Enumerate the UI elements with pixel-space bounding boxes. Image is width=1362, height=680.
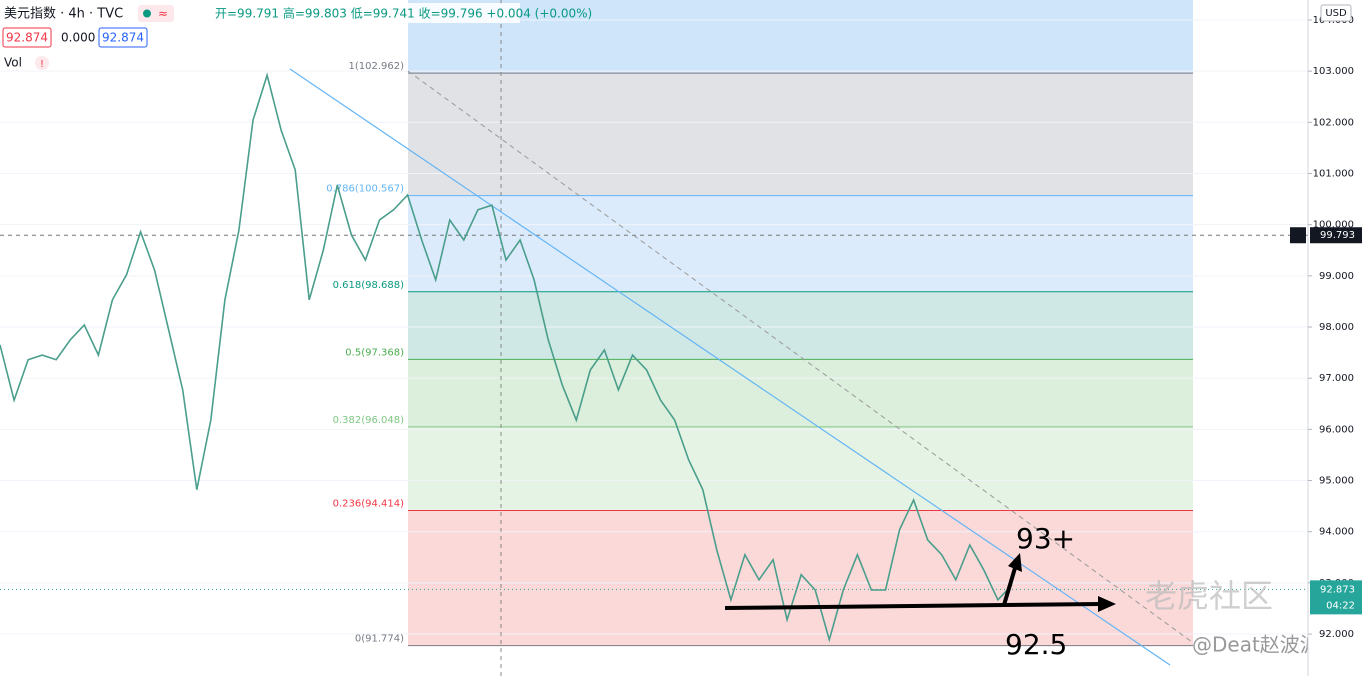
- fib-label: 0.5(97.368): [345, 347, 404, 358]
- fib-band: [408, 0, 1193, 74]
- symbol: 美元指数 · 4h · TVC: [4, 7, 123, 22]
- fib-label: 0.786(100.567): [326, 184, 404, 195]
- buy-box[interactable]: [98, 27, 148, 48]
- status-badge: [138, 5, 174, 22]
- volume-warning-icon: !: [40, 59, 44, 70]
- annotation: 92.5: [1005, 628, 1067, 661]
- fib-label: 1(102.962): [348, 61, 404, 72]
- status-icon: ≈: [158, 7, 168, 21]
- fib-band: [408, 426, 1193, 511]
- crosshair-price-box: [1310, 227, 1362, 244]
- fib-band: [408, 195, 1193, 292]
- fib-label: 0.382(96.048): [333, 415, 405, 426]
- fib-label: 0.618(98.688): [333, 280, 405, 291]
- annotation: 93+: [1016, 522, 1075, 555]
- y-tick-label: 102.000: [1313, 117, 1354, 128]
- price-line: [0, 72, 1013, 643]
- arrows: [724, 553, 1116, 612]
- y-tick-label: 100.000: [1313, 220, 1354, 231]
- countdown: 04:22: [1326, 600, 1355, 611]
- buy-price[interactable]: 92.874: [102, 31, 144, 45]
- y-tick-label: 101.000: [1313, 168, 1354, 179]
- price-axis: [1308, 0, 1362, 676]
- volume-warning[interactable]: [35, 56, 49, 70]
- sell-box[interactable]: [2, 27, 52, 48]
- spread: 0.000: [61, 31, 95, 45]
- y-tick-label: 103.000: [1313, 66, 1354, 77]
- sell-price[interactable]: 92.874: [6, 31, 48, 45]
- trend-line: [289, 68, 1171, 666]
- fib-label: 0.236(94.414): [333, 499, 405, 510]
- volume-label: Vol: [4, 56, 22, 70]
- crosshair-plus: [1290, 227, 1306, 244]
- last-price: 92.873: [1320, 584, 1355, 595]
- last-price-box: [1310, 580, 1362, 615]
- y-tick-label: 92.000: [1319, 629, 1354, 640]
- currency-box: [1320, 4, 1352, 22]
- y-tick-label: 95.000: [1319, 476, 1354, 487]
- y-tick-label: 96.000: [1319, 424, 1354, 435]
- ohlc: 开=99.791 高=99.803 低=99.741 收=99.796 +0.0…: [215, 6, 592, 21]
- y-tick-label: 99.000: [1319, 271, 1354, 282]
- watermark: 老虎社区: [1145, 577, 1273, 615]
- fib-band: [408, 359, 1193, 427]
- y-tick-label: 97.000: [1319, 373, 1354, 384]
- fib-label: 0(91.774): [355, 634, 404, 645]
- y-tick-label: 98.000: [1319, 322, 1354, 333]
- watermark: @Deat赵波波: [1192, 633, 1320, 657]
- status-dot: [143, 9, 151, 18]
- fib-band: [408, 291, 1193, 360]
- currency: USD: [1325, 8, 1347, 19]
- fib-band: [408, 73, 1193, 196]
- crosshair-price: 99.793: [1320, 230, 1355, 241]
- y-tick-label: 94.000: [1319, 527, 1354, 538]
- legend-bg: [0, 3, 520, 23]
